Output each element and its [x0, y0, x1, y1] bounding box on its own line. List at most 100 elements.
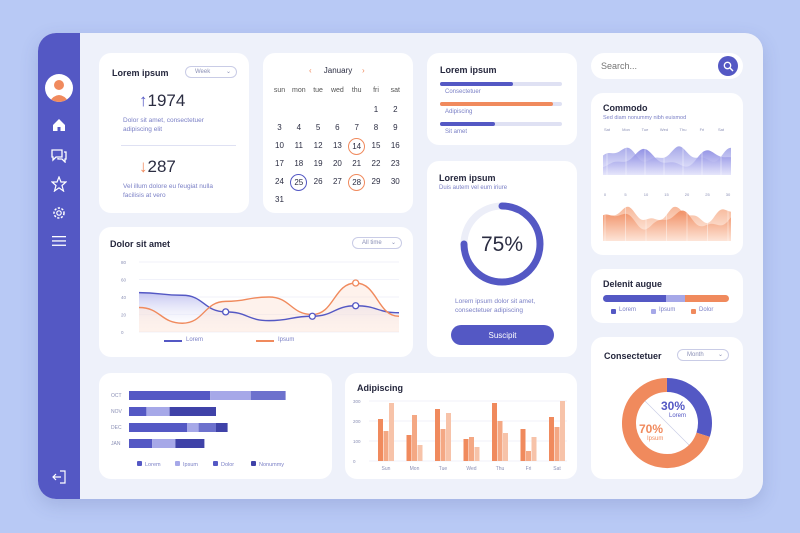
ipsum-area: [139, 283, 399, 332]
vbar[interactable]: [406, 435, 412, 461]
vbar[interactable]: [383, 431, 389, 461]
calendar-day[interactable]: 21: [352, 159, 362, 168]
home-icon[interactable]: [49, 115, 69, 135]
calendar-day[interactable]: 22: [371, 159, 381, 168]
calendar-day[interactable]: 8: [373, 123, 379, 132]
user-avatar[interactable]: [45, 74, 73, 102]
calendar-day[interactable]: 10: [275, 141, 284, 150]
calendar-day[interactable]: 23: [390, 159, 400, 168]
commodo-tick: Tue: [642, 127, 650, 132]
progress-track: [440, 122, 562, 126]
suscipit-button[interactable]: Suscipit: [451, 325, 554, 345]
calendar-day[interactable]: 14: [348, 138, 366, 155]
vbar[interactable]: [412, 415, 417, 461]
donut-filter-dropdown[interactable]: Month ⌄: [677, 349, 729, 361]
calendar-day[interactable]: 2: [393, 105, 398, 114]
delenit-stacked-bar: [603, 295, 729, 302]
calendar-day[interactable]: 29: [371, 177, 381, 186]
calendar-day[interactable]: 24: [275, 177, 284, 186]
line-chart-filter-dropdown[interactable]: All time ⌄: [352, 237, 402, 249]
vbar[interactable]: [463, 439, 469, 461]
hbar-segment[interactable]: [169, 407, 216, 416]
vbar[interactable]: [446, 413, 451, 461]
calendar-day[interactable]: 26: [313, 177, 323, 186]
hbar-segment[interactable]: [129, 407, 147, 416]
hbar-segment[interactable]: [129, 439, 153, 448]
vbar[interactable]: [378, 419, 383, 461]
hbar-segment[interactable]: [187, 423, 199, 432]
hbar-segment[interactable]: [216, 423, 228, 432]
legend-swatch: [611, 309, 616, 314]
star-icon[interactable]: [49, 174, 69, 194]
hbar-segment[interactable]: [250, 391, 286, 400]
line-chart-card: Dolor sit amet All time ⌄ 80 60 40 20 0 Lorem…: [99, 227, 413, 357]
calendar-day[interactable]: 17: [275, 159, 284, 168]
calendar-day[interactable]: 15: [371, 141, 381, 150]
donut-slice-lorem[interactable]: [666, 378, 712, 437]
hbar-segment[interactable]: [198, 423, 216, 432]
calendar-day[interactable]: 1: [373, 105, 379, 114]
calendar-day[interactable]: 9: [393, 123, 398, 132]
vbar[interactable]: [417, 445, 423, 461]
vbar[interactable]: [554, 427, 560, 461]
vbar[interactable]: [469, 437, 474, 461]
vbar[interactable]: [389, 403, 394, 461]
stats-filter-dropdown[interactable]: Week ⌄: [185, 66, 237, 78]
vbar[interactable]: [492, 403, 497, 461]
hbar-segment[interactable]: [129, 423, 187, 432]
calendar-day[interactable]: 28: [348, 174, 366, 191]
logout-icon[interactable]: [49, 467, 69, 487]
vbar[interactable]: [520, 429, 526, 461]
calendar-day[interactable]: 4: [296, 123, 302, 132]
y-tick: 300: [353, 399, 361, 404]
calendar-day[interactable]: 25: [290, 174, 308, 191]
vbar[interactable]: [474, 447, 480, 461]
hbar-category: DEC: [111, 425, 122, 431]
gauge-text: Lorem ipsum dolor sit amet, consectetuer…: [455, 298, 536, 314]
calendar-day[interactable]: 12: [313, 141, 323, 150]
hbar-segment[interactable]: [146, 407, 170, 416]
calendar-day[interactable]: 18: [294, 159, 304, 168]
calendar-day[interactable]: 7: [354, 123, 359, 132]
vbar[interactable]: [560, 401, 565, 461]
calendar-day[interactable]: 30: [390, 177, 400, 186]
calendar-day[interactable]: 20: [332, 159, 342, 168]
calendar-day[interactable]: 6: [335, 123, 340, 132]
commodo-tick: 25: [705, 192, 710, 197]
hbar-segment[interactable]: [210, 391, 251, 400]
calendar-day[interactable]: 11: [294, 141, 303, 150]
vbar[interactable]: [531, 437, 537, 461]
calendar-day[interactable]: 16: [390, 141, 400, 150]
hbar-segment[interactable]: [175, 439, 205, 448]
vbar[interactable]: [526, 451, 531, 461]
calendar-day[interactable]: 19: [313, 159, 323, 168]
calendar-day[interactable]: 3: [277, 123, 282, 132]
prev-month-icon[interactable]: ‹: [309, 66, 312, 75]
data-point[interactable]: [308, 312, 316, 320]
chat-icon[interactable]: [49, 145, 69, 165]
calendar-day[interactable]: 5: [315, 123, 321, 132]
delenit-segment: [603, 295, 666, 302]
hbar-segment[interactable]: [152, 439, 176, 448]
menu-icon[interactable]: [49, 231, 69, 251]
vbar[interactable]: [503, 433, 508, 461]
arrow-down-icon: ↓: [139, 157, 148, 176]
calendar-day[interactable]: 13: [332, 141, 342, 150]
search-input[interactable]: [601, 59, 711, 73]
donut-slice-ipsum[interactable]: [622, 378, 710, 468]
data-point[interactable]: [352, 279, 360, 287]
next-month-icon[interactable]: ›: [362, 66, 365, 75]
calendar-day[interactable]: 27: [332, 177, 342, 186]
legend-lorem: Lorem: [186, 337, 204, 343]
legend-label: Nonummy: [259, 462, 284, 468]
calendar-day[interactable]: 31: [275, 195, 284, 204]
hbar-segment[interactable]: [129, 391, 211, 400]
gear-icon[interactable]: [49, 203, 69, 223]
data-point[interactable]: [222, 308, 230, 316]
vbar[interactable]: [435, 409, 440, 461]
search-button[interactable]: [718, 56, 738, 76]
data-point[interactable]: [352, 302, 360, 310]
vbar[interactable]: [497, 421, 503, 461]
vbar[interactable]: [549, 417, 554, 461]
vbar[interactable]: [440, 429, 446, 461]
